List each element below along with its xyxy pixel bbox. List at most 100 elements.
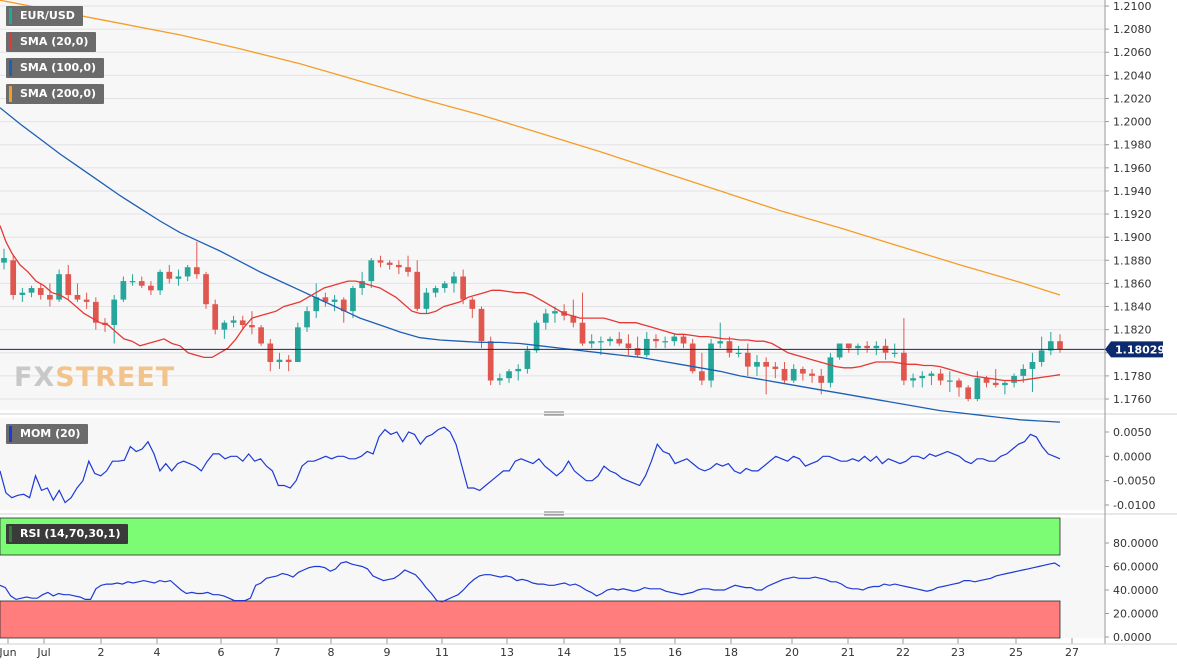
candle[interactable] bbox=[744, 343, 751, 376]
candle[interactable] bbox=[497, 373, 503, 386]
candle[interactable] bbox=[643, 331, 650, 358]
candle[interactable] bbox=[166, 264, 173, 284]
candle[interactable] bbox=[1047, 331, 1054, 356]
candle[interactable] bbox=[111, 294, 118, 344]
candle[interactable] bbox=[120, 276, 127, 302]
candle[interactable] bbox=[671, 334, 678, 346]
candle[interactable] bbox=[396, 260, 402, 275]
momentum-indicator-tag[interactable]: MOM (20) bbox=[6, 424, 89, 444]
candle[interactable] bbox=[322, 292, 329, 307]
candle[interactable] bbox=[827, 352, 834, 388]
candle[interactable] bbox=[239, 315, 246, 330]
candle[interactable] bbox=[845, 343, 852, 353]
candle[interactable] bbox=[781, 362, 788, 383]
candle[interactable] bbox=[478, 306, 485, 349]
candle[interactable] bbox=[891, 343, 898, 358]
candle[interactable] bbox=[928, 371, 935, 386]
candle[interactable] bbox=[285, 355, 292, 372]
candle[interactable] bbox=[487, 336, 494, 386]
candle[interactable] bbox=[331, 294, 338, 312]
candle[interactable] bbox=[414, 260, 421, 312]
candle[interactable] bbox=[579, 292, 586, 346]
candle[interactable] bbox=[726, 336, 733, 358]
candle[interactable] bbox=[735, 345, 742, 358]
candle[interactable] bbox=[368, 257, 375, 289]
candle[interactable] bbox=[809, 368, 815, 383]
candle[interactable] bbox=[47, 283, 53, 307]
candle[interactable] bbox=[258, 325, 264, 346]
candle[interactable] bbox=[37, 283, 44, 300]
candle[interactable] bbox=[83, 292, 90, 309]
candle[interactable] bbox=[699, 352, 705, 386]
candle[interactable] bbox=[377, 255, 384, 268]
candle[interactable] bbox=[524, 345, 531, 374]
candle[interactable] bbox=[441, 281, 448, 293]
candle[interactable] bbox=[386, 260, 393, 270]
candle[interactable] bbox=[552, 306, 558, 323]
candle[interactable] bbox=[772, 362, 779, 379]
candle[interactable] bbox=[588, 334, 595, 349]
candle[interactable] bbox=[662, 336, 668, 349]
candle[interactable] bbox=[634, 336, 641, 358]
candle[interactable] bbox=[910, 373, 916, 388]
indicator-tag[interactable]: EUR/USD bbox=[6, 6, 83, 26]
candle[interactable] bbox=[1029, 352, 1036, 393]
candle[interactable] bbox=[864, 341, 871, 353]
candle[interactable] bbox=[992, 368, 999, 388]
candle[interactable] bbox=[754, 355, 760, 376]
candle[interactable] bbox=[276, 352, 283, 369]
candle[interactable] bbox=[717, 322, 724, 349]
candle[interactable] bbox=[937, 368, 944, 386]
candle[interactable] bbox=[800, 366, 806, 381]
candle[interactable] bbox=[689, 338, 696, 374]
candle[interactable] bbox=[267, 338, 274, 372]
candle[interactable] bbox=[625, 334, 632, 356]
candle[interactable] bbox=[148, 281, 154, 295]
candle[interactable] bbox=[92, 297, 99, 330]
candle[interactable] bbox=[956, 378, 962, 397]
candle[interactable] bbox=[138, 276, 145, 289]
rsi-indicator-tag[interactable]: RSI (14,70,30,1) bbox=[6, 524, 129, 544]
candle[interactable] bbox=[946, 371, 953, 393]
candle[interactable] bbox=[460, 269, 466, 305]
candle[interactable] bbox=[919, 371, 926, 388]
candle[interactable] bbox=[469, 297, 476, 319]
candle[interactable] bbox=[423, 288, 430, 314]
candle[interactable] bbox=[533, 320, 540, 353]
candle[interactable] bbox=[965, 385, 972, 402]
candle[interactable] bbox=[74, 283, 81, 302]
candle[interactable] bbox=[901, 318, 907, 386]
candle[interactable] bbox=[129, 274, 136, 286]
candle[interactable] bbox=[304, 306, 310, 332]
candle[interactable] bbox=[203, 271, 209, 309]
candle[interactable] bbox=[1038, 336, 1045, 367]
candle[interactable] bbox=[230, 315, 237, 328]
candle[interactable] bbox=[184, 264, 191, 282]
candle[interactable] bbox=[1002, 380, 1008, 395]
candle[interactable] bbox=[405, 255, 411, 277]
candle[interactable] bbox=[607, 336, 613, 346]
candle[interactable] bbox=[451, 271, 457, 293]
candle[interactable] bbox=[65, 264, 72, 300]
candle[interactable] bbox=[515, 364, 522, 381]
candle[interactable] bbox=[598, 336, 604, 356]
candle[interactable] bbox=[570, 299, 577, 328]
candle[interactable] bbox=[313, 283, 320, 319]
candle[interactable] bbox=[212, 299, 219, 335]
candle[interactable] bbox=[56, 269, 62, 302]
candle[interactable] bbox=[175, 269, 182, 286]
candle[interactable] bbox=[10, 255, 17, 300]
candle[interactable] bbox=[616, 331, 623, 346]
indicator-tag[interactable]: SMA (20,0) bbox=[6, 32, 97, 52]
candle[interactable] bbox=[653, 334, 659, 349]
candle[interactable] bbox=[763, 357, 770, 395]
candle[interactable] bbox=[221, 320, 228, 339]
indicator-tag[interactable]: SMA (100,0) bbox=[6, 58, 105, 78]
candle[interactable] bbox=[680, 334, 687, 349]
candle[interactable] bbox=[790, 364, 797, 383]
candle[interactable] bbox=[193, 241, 200, 279]
candle[interactable] bbox=[350, 285, 356, 319]
indicator-tag[interactable]: SMA (200,0) bbox=[6, 84, 105, 104]
candle[interactable] bbox=[19, 288, 26, 302]
candle[interactable] bbox=[157, 269, 163, 295]
